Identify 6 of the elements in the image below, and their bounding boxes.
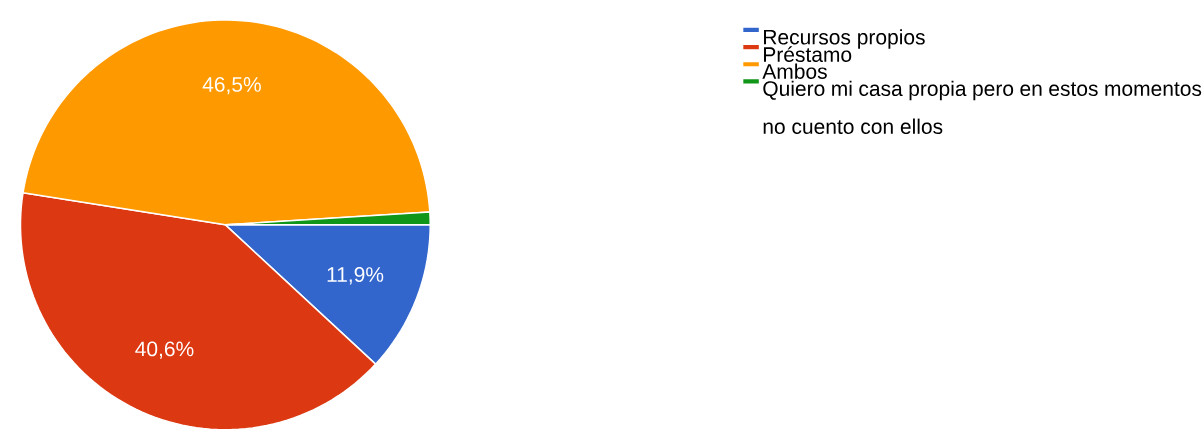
legend-label: Ambos <box>762 63 827 79</box>
data-label: 46,5% <box>202 76 261 95</box>
data-label: 11,9% <box>327 266 384 285</box>
legend-label: Quiero mi casa propia pero en estos momentos no cuento con ellos <box>763 80 1202 134</box>
data-label: 40,6% <box>135 341 194 359</box>
legend-label: Préstamo <box>764 46 852 62</box>
